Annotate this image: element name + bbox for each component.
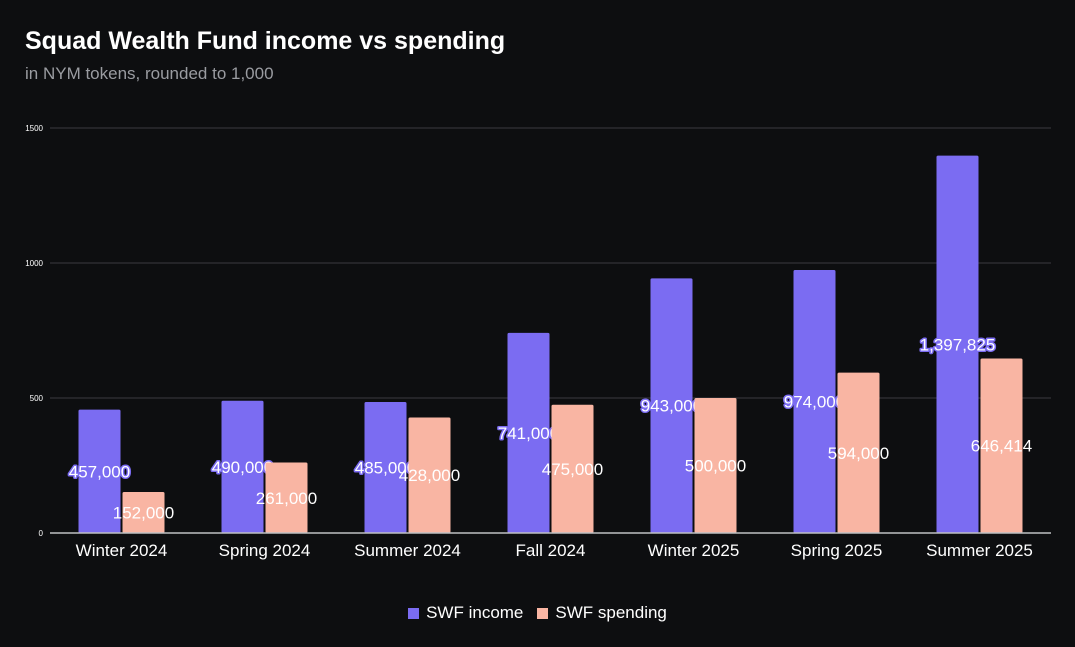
- y-tick-label: 0: [39, 529, 44, 538]
- spending-bar: [837, 372, 880, 533]
- y-tick-label: 500: [30, 394, 44, 403]
- x-tick-label: Winter 2024: [76, 541, 168, 560]
- legend-item-spending[interactable]: SWF spending: [537, 603, 667, 623]
- chart-title: Squad Wealth Fund income vs spending: [25, 27, 506, 55]
- legend-label-spending: SWF spending: [555, 603, 667, 622]
- legend: SWF income SWF spending: [0, 603, 1075, 623]
- spending-data-label: 594,000: [828, 444, 889, 463]
- x-tick-label: Winter 2025: [648, 541, 740, 560]
- spending-data-label: 500,000: [685, 457, 746, 476]
- x-tick-label: Summer 2024: [354, 541, 461, 560]
- legend-item-income[interactable]: SWF income: [408, 603, 523, 623]
- spending-data-label: 646,414: [971, 437, 1032, 456]
- income-bar: [793, 270, 836, 533]
- x-tick-label: Summer 2025: [926, 541, 1033, 560]
- y-tick-label: 1000: [25, 259, 43, 268]
- bar-chart: 0 500 1000 1500 457,000 490,000 485,000 741,000…: [25, 124, 1051, 560]
- x-tick-label: Spring 2024: [219, 541, 311, 560]
- spending-bar: [551, 404, 594, 533]
- income-data-label: 974,000: [784, 393, 845, 412]
- income-data-label: 1,397,825: [920, 335, 996, 354]
- income-data-label: 741,000: [498, 424, 559, 443]
- income-data-label: 485,000: [355, 459, 416, 478]
- spending-data-label: 428,000: [399, 466, 460, 485]
- spending-data-label: 261,000: [256, 489, 317, 508]
- income-data-label: 943,000: [641, 397, 702, 416]
- spending-data-label: 152,000: [113, 503, 174, 522]
- x-tick-label: Spring 2025: [791, 541, 883, 560]
- x-tick-label: Fall 2024: [516, 541, 586, 560]
- spending-data-label: 475,000: [542, 460, 603, 479]
- income-data-label: 490,000: [212, 458, 273, 477]
- legend-swatch-spending: [537, 607, 549, 619]
- spending-bar: [122, 491, 165, 533]
- income-bar: [507, 332, 550, 533]
- income-bar: [78, 409, 121, 533]
- spending-bar: [408, 417, 451, 533]
- spending-bar: [265, 462, 308, 533]
- income-bar: [650, 278, 693, 533]
- chart-subtitle: in NYM tokens, rounded to 1,000: [25, 64, 274, 83]
- income-data-label: 457,000: [69, 462, 130, 481]
- income-bar: [221, 400, 264, 533]
- income-bar: [936, 155, 979, 533]
- legend-label-income: SWF income: [426, 603, 524, 622]
- y-tick-label: 1500: [25, 124, 43, 133]
- income-bar: [364, 402, 407, 533]
- legend-swatch-income: [408, 607, 420, 619]
- spending-bar: [694, 398, 737, 533]
- spending-bar: [980, 358, 1023, 533]
